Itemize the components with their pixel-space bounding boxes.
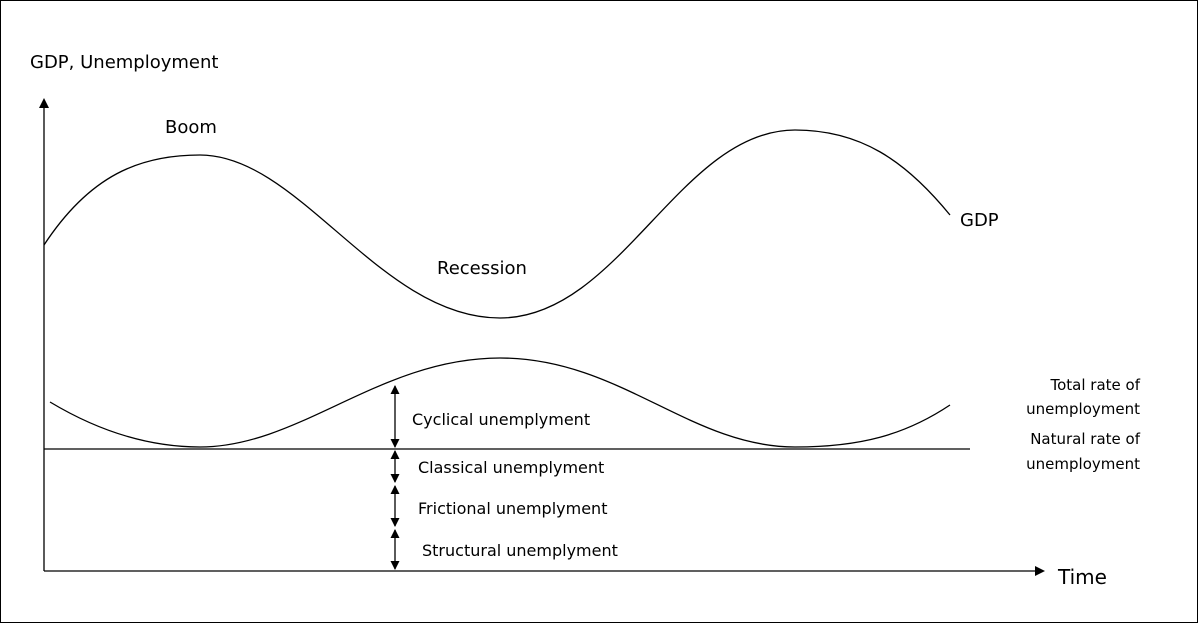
natural-rate-label: unemployment (1026, 455, 1140, 473)
unemployment-curve (49, 357, 951, 448)
x-axis-label: Time (1057, 565, 1107, 589)
component-label: Cyclical unemplyment (412, 410, 590, 429)
total-rate-label: unemployment (1026, 400, 1140, 418)
total-rate-label: Total rate of (1050, 376, 1141, 394)
component-label: Structural unemplyment (422, 541, 618, 560)
boom-label: Boom (165, 117, 217, 138)
component-label: Frictional unemplyment (418, 499, 607, 518)
component-label: Classical unemplyment (418, 458, 604, 477)
natural-rate-label: Natural rate of (1030, 430, 1141, 448)
recession-label: Recession (437, 258, 527, 279)
gdp-curve (43, 129, 951, 319)
y-axis-label: GDP, Unemployment (30, 52, 218, 73)
gdp-label: GDP (960, 210, 999, 231)
